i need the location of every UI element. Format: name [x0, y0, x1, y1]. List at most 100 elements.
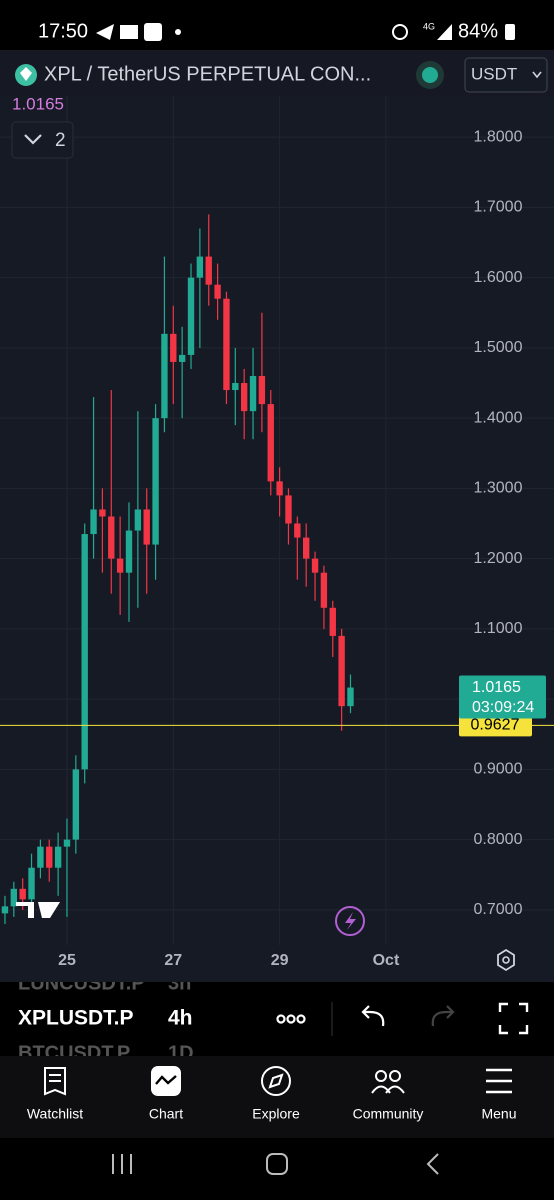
settings-dot: [502, 956, 510, 964]
y-tick-label: 1.6000: [474, 269, 523, 286]
currency: USDT: [471, 64, 517, 83]
y-tick-label: 0.8000: [474, 831, 523, 848]
coin-glyph: [20, 67, 32, 81]
next-interval[interactable]: 1D: [168, 1042, 194, 1064]
candle-body: [116, 558, 124, 573]
candle-body: [249, 375, 257, 412]
app-icon: [120, 25, 138, 39]
header-bar: [0, 50, 554, 96]
candle-body: [223, 298, 230, 391]
bolt: [345, 912, 356, 930]
candle-body: [37, 846, 44, 868]
battery-text: 84%: [458, 20, 498, 42]
watchlist-icon[interactable]: [44, 1067, 66, 1096]
home-button[interactable]: [266, 1153, 288, 1175]
nav-label: Community: [353, 1106, 424, 1122]
plot: 0.70000.80000.90001.00001.10001.20001.30…: [0, 95, 554, 969]
candle-body: [303, 537, 310, 559]
chevron-down: [24, 134, 42, 145]
countdown: 03:09:24: [472, 699, 534, 716]
status-bar: [0, 0, 554, 50]
candle-body: [329, 607, 336, 636]
community-icon[interactable]: [371, 1070, 405, 1094]
candle-body: [10, 888, 18, 907]
candle-body: [28, 867, 35, 900]
line-price-label: 0.9627: [471, 717, 520, 734]
clock: 17:50: [38, 20, 88, 42]
candle-body: [196, 256, 204, 278]
undo-icon[interactable]: [361, 1005, 385, 1027]
candle-body: [125, 530, 133, 573]
candle-body: [276, 481, 283, 496]
chart-area: [0, 50, 554, 982]
redo-icon[interactable]: [431, 1005, 455, 1027]
fullscreen-icon[interactable]: [498, 1002, 529, 1035]
candle-body: [320, 572, 328, 608]
symbol-list: LUNCUSDT.P 3h XPLUSDT.P 4h BTCUSDT.P 1D: [18, 972, 194, 1064]
candle-body: [311, 558, 319, 573]
candle-body: [1, 906, 9, 914]
menu-icon[interactable]: [486, 1068, 512, 1094]
battery-icon: [505, 24, 515, 40]
candle-body: [294, 523, 301, 538]
candle-body: [214, 284, 221, 299]
more-icon[interactable]: [276, 1014, 306, 1024]
recents-button[interactable]: [112, 1154, 132, 1174]
settings-icon[interactable]: [497, 948, 515, 972]
candle-body: [178, 354, 186, 362]
explore-icon[interactable]: [261, 1066, 291, 1096]
indicator-count: 2: [55, 130, 66, 151]
telegram-icon: [96, 24, 114, 40]
symbol-title[interactable]: XPL / TetherUS PERPETUAL CON...: [44, 63, 371, 85]
x-tick-label: 27: [164, 952, 182, 969]
back-button[interactable]: [426, 1153, 439, 1175]
nav-label: Explore: [252, 1106, 300, 1122]
current-symbol[interactable]: XPLUSDT.P: [18, 1007, 134, 1030]
prev-interval[interactable]: 3h: [168, 972, 191, 994]
candle-body: [232, 383, 239, 391]
candle-body: [152, 418, 159, 545]
candle-body: [108, 516, 115, 559]
prev-symbol[interactable]: LUNCUSDT.P: [18, 972, 145, 994]
indicator-toggle[interactable]: [11, 121, 74, 159]
candle-body: [170, 333, 177, 362]
y-tick-label: 1.4000: [474, 409, 523, 426]
system-nav: [0, 1138, 554, 1200]
candle-body: [187, 277, 195, 355]
current-interval[interactable]: 4h: [168, 1007, 193, 1030]
candle-body: [258, 375, 266, 405]
signal-icon: [437, 24, 452, 40]
candle-body: [46, 846, 53, 868]
replay-button[interactable]: [335, 906, 365, 936]
candle-body: [143, 509, 150, 545]
candle-body: [285, 495, 292, 524]
last-price-label: 1.0165: [472, 679, 521, 696]
chevron: [532, 71, 542, 79]
last-price-box: [459, 675, 546, 719]
candle-body: [72, 769, 80, 840]
candle-body: [54, 846, 62, 868]
nav-label: Menu: [481, 1106, 516, 1122]
candle-body: [338, 635, 345, 707]
candle-body: [161, 333, 168, 419]
dot: [175, 29, 181, 35]
nav-label: Chart: [149, 1106, 183, 1122]
x-tick-label: 29: [271, 952, 289, 969]
y-tick-label: 0.9000: [474, 761, 523, 778]
candle-body: [63, 839, 71, 847]
y-tick-label: 1.5000: [474, 339, 523, 356]
bottom-nav: [0, 1056, 554, 1138]
network-type: 4G: [423, 21, 435, 31]
candle-body: [347, 687, 354, 707]
y-tick-label: 1.1000: [474, 620, 523, 637]
header-price: 1.0165: [12, 94, 64, 113]
tv-logo: [16, 902, 60, 918]
currency-select[interactable]: [464, 57, 548, 93]
x-tick-label: Oct: [373, 952, 400, 969]
alarm-icon: [392, 24, 408, 40]
compass-needle: [268, 1073, 284, 1089]
gallery-icon: [144, 23, 162, 41]
next-symbol[interactable]: BTCUSDT.P: [18, 1042, 130, 1064]
